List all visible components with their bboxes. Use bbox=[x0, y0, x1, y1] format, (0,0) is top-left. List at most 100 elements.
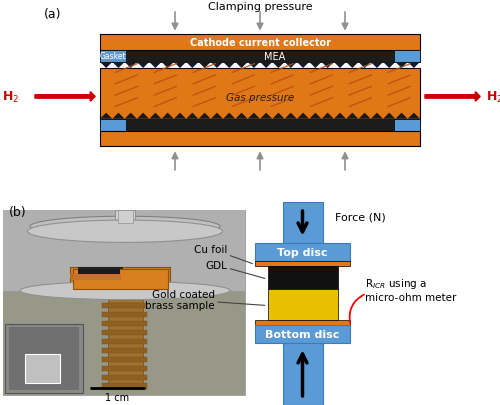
Text: Force (N): Force (N) bbox=[335, 212, 386, 222]
Bar bbox=[102, 330, 148, 335]
Polygon shape bbox=[334, 63, 346, 69]
Bar bbox=[100, 69, 420, 126]
Bar bbox=[102, 384, 148, 389]
Bar bbox=[255, 325, 350, 343]
Polygon shape bbox=[174, 113, 186, 119]
Bar bbox=[78, 269, 120, 275]
Polygon shape bbox=[272, 63, 284, 69]
Bar bbox=[100, 51, 126, 63]
Bar bbox=[102, 357, 148, 362]
Text: Bottom disc: Bottom disc bbox=[266, 329, 340, 339]
Polygon shape bbox=[137, 113, 149, 119]
Bar bbox=[110, 292, 140, 377]
Text: Cu foil: Cu foil bbox=[194, 244, 252, 264]
Bar bbox=[102, 340, 142, 346]
Polygon shape bbox=[124, 113, 137, 119]
Polygon shape bbox=[346, 113, 358, 119]
Bar bbox=[2, 292, 245, 395]
Bar bbox=[78, 267, 122, 273]
Polygon shape bbox=[358, 113, 371, 119]
Bar bbox=[268, 290, 338, 320]
Bar bbox=[255, 320, 350, 325]
Bar bbox=[72, 275, 122, 281]
Bar bbox=[25, 354, 60, 383]
Text: Clamping pressure: Clamping pressure bbox=[208, 2, 312, 12]
Polygon shape bbox=[297, 113, 309, 119]
Bar bbox=[2, 211, 245, 292]
Bar bbox=[102, 321, 148, 326]
Bar bbox=[9, 327, 79, 390]
Bar bbox=[268, 266, 338, 290]
Polygon shape bbox=[371, 63, 383, 69]
Polygon shape bbox=[396, 113, 407, 119]
Polygon shape bbox=[149, 63, 162, 69]
Polygon shape bbox=[223, 63, 235, 69]
Bar bbox=[102, 366, 148, 371]
Bar bbox=[72, 269, 168, 290]
Bar bbox=[100, 35, 420, 51]
Polygon shape bbox=[100, 113, 112, 119]
Polygon shape bbox=[346, 63, 358, 69]
Polygon shape bbox=[112, 63, 124, 69]
Text: MEA: MEA bbox=[264, 52, 285, 62]
Bar bbox=[102, 312, 148, 318]
Bar bbox=[394, 51, 420, 63]
Text: (b): (b) bbox=[8, 206, 26, 219]
Polygon shape bbox=[174, 63, 186, 69]
Polygon shape bbox=[186, 63, 198, 69]
Text: R$_{ICR}$ using a
micro-ohm meter: R$_{ICR}$ using a micro-ohm meter bbox=[365, 277, 456, 303]
Polygon shape bbox=[309, 63, 322, 69]
Text: H$_2$: H$_2$ bbox=[486, 90, 500, 105]
Text: Gold coated
brass sample: Gold coated brass sample bbox=[146, 289, 264, 311]
Text: Gasket: Gasket bbox=[100, 52, 126, 61]
Polygon shape bbox=[198, 63, 211, 69]
Bar bbox=[115, 211, 135, 221]
Polygon shape bbox=[260, 63, 272, 69]
Bar bbox=[118, 211, 132, 224]
Bar bbox=[102, 348, 148, 353]
Polygon shape bbox=[100, 63, 112, 69]
Polygon shape bbox=[383, 63, 396, 69]
Text: Top disc: Top disc bbox=[277, 247, 328, 257]
Bar bbox=[70, 273, 120, 279]
Text: Cathode current collector: Cathode current collector bbox=[190, 38, 330, 48]
Text: Gas pressure: Gas pressure bbox=[226, 93, 294, 103]
Polygon shape bbox=[162, 63, 174, 69]
Polygon shape bbox=[198, 113, 211, 119]
Polygon shape bbox=[334, 113, 346, 119]
Polygon shape bbox=[248, 63, 260, 69]
Bar bbox=[108, 292, 142, 389]
Polygon shape bbox=[284, 63, 297, 69]
Text: 1 cm: 1 cm bbox=[106, 392, 130, 402]
Polygon shape bbox=[272, 113, 284, 119]
Polygon shape bbox=[162, 113, 174, 119]
Polygon shape bbox=[322, 113, 334, 119]
Polygon shape bbox=[408, 113, 420, 119]
Polygon shape bbox=[297, 63, 309, 69]
Polygon shape bbox=[284, 113, 297, 119]
Polygon shape bbox=[211, 113, 223, 119]
Ellipse shape bbox=[30, 217, 220, 237]
Bar bbox=[100, 119, 126, 132]
Text: (a): (a) bbox=[44, 8, 61, 21]
Bar bbox=[100, 132, 420, 147]
Bar bbox=[102, 303, 148, 309]
Bar bbox=[282, 343, 323, 405]
Bar bbox=[102, 360, 142, 367]
Polygon shape bbox=[396, 63, 407, 69]
Bar bbox=[394, 119, 420, 132]
Bar bbox=[255, 243, 350, 261]
Bar bbox=[102, 375, 148, 380]
Bar bbox=[282, 202, 323, 243]
Polygon shape bbox=[248, 113, 260, 119]
Bar bbox=[102, 310, 142, 316]
Bar bbox=[100, 51, 420, 63]
Polygon shape bbox=[112, 113, 124, 119]
Polygon shape bbox=[383, 113, 396, 119]
Bar bbox=[102, 350, 142, 356]
Bar bbox=[102, 330, 142, 336]
Polygon shape bbox=[186, 113, 198, 119]
Text: GDL: GDL bbox=[206, 260, 265, 279]
Polygon shape bbox=[211, 63, 223, 69]
Polygon shape bbox=[124, 63, 137, 69]
